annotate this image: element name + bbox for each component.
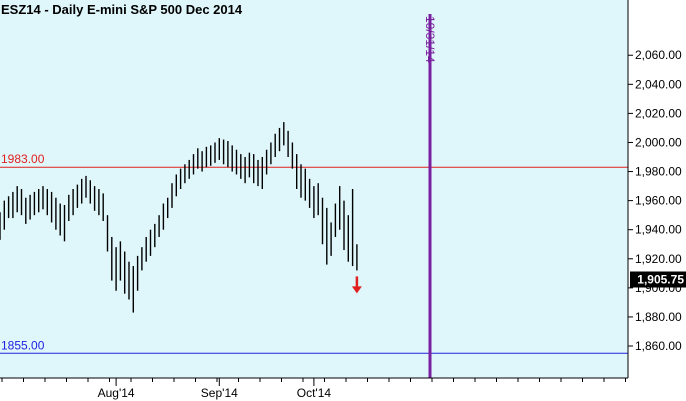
price-axis-background bbox=[628, 0, 686, 378]
price-tick-label: 1,940.00 bbox=[635, 223, 682, 237]
date-tick-label: Aug'14 bbox=[98, 386, 135, 400]
last-price-badge: 1,905.75 bbox=[630, 271, 686, 288]
down-arrow-icon bbox=[351, 276, 362, 294]
level-lines: 1983.00 1855.00 bbox=[0, 152, 628, 354]
level-line-label: 1983.00 bbox=[1, 152, 45, 166]
price-tick-label: 1,860.00 bbox=[635, 339, 682, 353]
price-tick-label: 2,060.00 bbox=[635, 48, 682, 62]
price-tick-label: 2,040.00 bbox=[635, 77, 682, 91]
date-tick-label: Sep'14 bbox=[201, 386, 238, 400]
date-tick-label: Oct'14 bbox=[297, 386, 332, 400]
price-tick-label: 2,020.00 bbox=[635, 106, 682, 120]
arrow-head bbox=[351, 286, 362, 294]
date-marker[interactable]: 10/31/14 bbox=[423, 14, 437, 378]
chart-title: ESZ14 - Daily E-mini S&P 500 Dec 2014 bbox=[1, 2, 243, 17]
last-price-box bbox=[630, 271, 686, 288]
price-tick-label: 2,000.00 bbox=[635, 135, 682, 149]
date-marker-label: 10/31/14 bbox=[423, 16, 437, 63]
price-tick-label: 1,980.00 bbox=[635, 165, 682, 179]
last-price-label: 1,905.75 bbox=[637, 273, 684, 287]
level-line-label: 1855.00 bbox=[1, 338, 45, 352]
date-axis-background bbox=[0, 378, 686, 401]
price-tick-label: 1,960.00 bbox=[635, 194, 682, 208]
price-tick-label: 1,880.00 bbox=[635, 310, 682, 324]
price-tick-label: 1,920.00 bbox=[635, 252, 682, 266]
price-bars bbox=[0, 122, 358, 313]
date-axis: Aug'14 Sep'14 Oct'14 bbox=[1, 378, 626, 400]
